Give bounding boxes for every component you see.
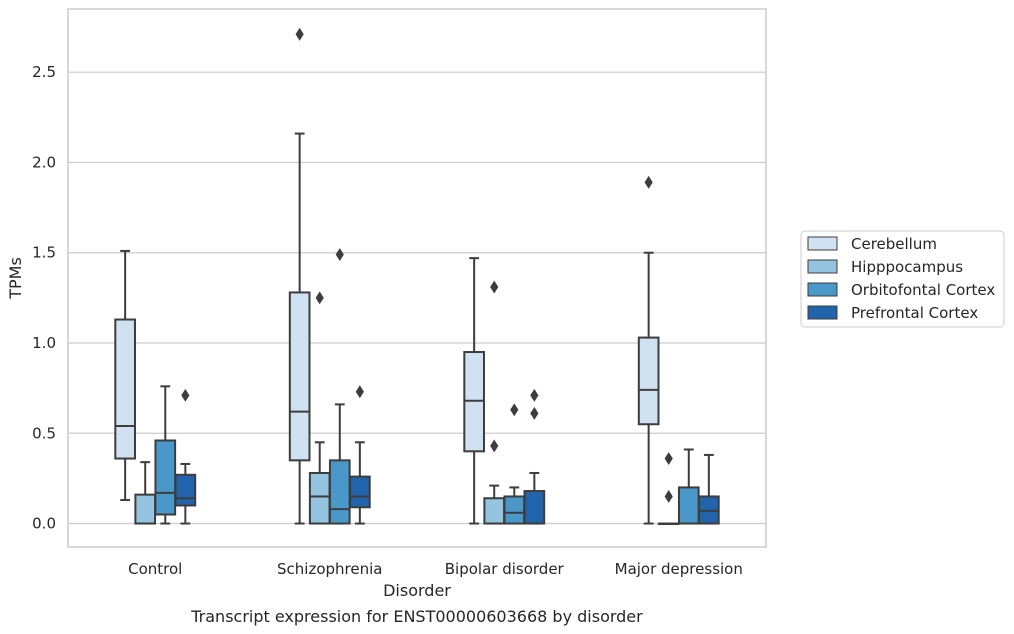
box-body: [174, 473, 197, 507]
legend: Cerebellum Hipppocampus Orbitofontal Corte…: [800, 230, 1005, 328]
y-axis-ticks: 0.0 0.5 1.0 1.5 2.0 2.5: [32, 63, 56, 532]
box-major-depression: [657, 452, 680, 526]
series-hipppocampus: [134, 280, 680, 526]
x-tick-label: Schizophrenia: [277, 560, 382, 578]
box-body: [503, 495, 526, 525]
outlier-point: [355, 385, 364, 399]
outlier-point: [664, 452, 673, 465]
outlier-point: [530, 388, 539, 402]
box-body: [308, 471, 331, 525]
box-bipolar-disorder: [523, 388, 546, 525]
legend-label: Prefrontal Cortex: [851, 304, 978, 322]
box-plot-series: [114, 27, 720, 526]
chart-caption: Transcript expression for ENST0000060366…: [190, 607, 643, 626]
box-schizophrenia: [349, 385, 371, 525]
x-tick-label: Control: [128, 560, 182, 578]
outlier-point: [295, 27, 304, 41]
series-cerebellum: [114, 27, 660, 525]
box-body: [114, 318, 136, 460]
legend-label: Cerebellum: [851, 235, 937, 253]
y-axis-title: TPMs: [6, 257, 25, 300]
y-tick-label: 2.0: [32, 153, 56, 171]
legend-swatch: [807, 236, 838, 251]
box-major-depression: [698, 453, 720, 525]
x-tick-label: Major depression: [615, 560, 743, 578]
box-schizophrenia: [288, 27, 311, 525]
box-control: [114, 249, 136, 502]
box-control: [134, 461, 157, 525]
outlier-point: [335, 248, 344, 261]
outlier-point: [181, 388, 190, 402]
legend-swatch: [807, 282, 838, 297]
box-bipolar-disorder: [503, 403, 526, 525]
box-control: [174, 388, 197, 525]
series-orbitofontal-cortex: [154, 248, 700, 525]
x-axis-title: Disorder: [383, 581, 451, 600]
box-major-depression: [637, 175, 660, 525]
y-tick-label: 0.0: [32, 515, 56, 533]
y-tick-label: 2.5: [32, 63, 56, 81]
plot-background: [68, 9, 766, 547]
box-body: [328, 459, 351, 525]
outlier-point: [644, 175, 653, 189]
plot-frame: [67, 8, 767, 548]
box-body: [677, 486, 700, 525]
legend-frame: [800, 230, 1005, 328]
legend-label: Hipppocampus: [851, 258, 963, 276]
box-schizophrenia: [308, 291, 331, 525]
box-body: [523, 490, 546, 525]
outlier-point: [315, 291, 324, 305]
x-axis-ticks: Control Schizophrenia Bipolar disorder Majo…: [128, 560, 743, 578]
y-tick-label: 0.5: [32, 424, 56, 442]
box-body: [637, 336, 660, 426]
box-body: [134, 493, 157, 525]
outlier-point: [664, 490, 673, 503]
box-body: [288, 291, 311, 462]
outlier-point: [530, 406, 539, 420]
box-body: [483, 497, 506, 525]
series-prefrontal-cortex: [174, 385, 720, 525]
box-body: [154, 439, 177, 516]
outlier-point: [490, 439, 499, 453]
box-bipolar-disorder: [463, 257, 485, 525]
legend-swatch: [807, 305, 838, 320]
box-bipolar-disorder: [483, 280, 506, 525]
outlier-point: [490, 280, 499, 294]
y-tick-label: 1.5: [32, 244, 56, 262]
outlier-point: [510, 403, 519, 417]
box-major-depression: [677, 448, 700, 525]
legend-swatch: [807, 259, 838, 274]
y-tick-label: 1.0: [32, 334, 56, 352]
box-body: [349, 475, 371, 509]
legend-label: Orbitofontal Cortex: [851, 281, 995, 299]
x-tick-label: Bipolar disorder: [445, 560, 565, 578]
